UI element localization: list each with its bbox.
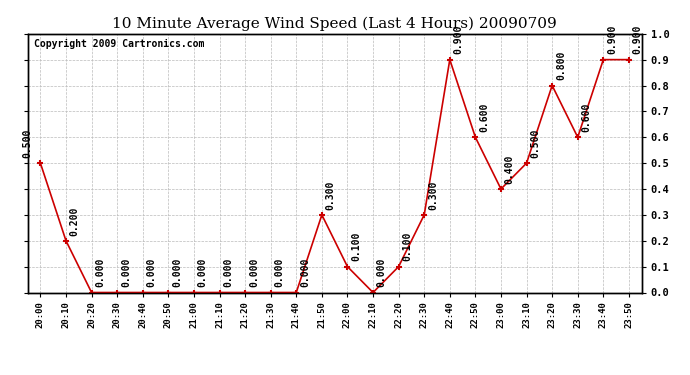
Text: 0.100: 0.100 <box>402 232 413 261</box>
Text: 0.600: 0.600 <box>582 103 591 132</box>
Text: 0.100: 0.100 <box>351 232 362 261</box>
Text: 0.900: 0.900 <box>633 25 643 54</box>
Text: 0.900: 0.900 <box>607 25 617 54</box>
Text: 0.500: 0.500 <box>531 129 540 158</box>
Title: 10 Minute Average Wind Speed (Last 4 Hours) 20090709: 10 Minute Average Wind Speed (Last 4 Hou… <box>112 17 557 31</box>
Text: 0.000: 0.000 <box>198 258 208 287</box>
Text: 0.200: 0.200 <box>70 206 80 236</box>
Text: 0.900: 0.900 <box>453 25 464 54</box>
Text: 0.000: 0.000 <box>249 258 259 287</box>
Text: 0.600: 0.600 <box>480 103 489 132</box>
Text: 0.500: 0.500 <box>23 129 32 158</box>
Text: 0.000: 0.000 <box>121 258 131 287</box>
Text: 0.800: 0.800 <box>556 51 566 80</box>
Text: 0.300: 0.300 <box>428 180 438 210</box>
Text: 0.000: 0.000 <box>172 258 182 287</box>
Text: 0.000: 0.000 <box>146 258 157 287</box>
Text: 0.000: 0.000 <box>95 258 106 287</box>
Text: 0.000: 0.000 <box>300 258 310 287</box>
Text: 0.000: 0.000 <box>377 258 387 287</box>
Text: 0.400: 0.400 <box>505 154 515 184</box>
Text: 0.000: 0.000 <box>275 258 284 287</box>
Text: Copyright 2009 Cartronics.com: Copyright 2009 Cartronics.com <box>34 39 204 49</box>
Text: 0.300: 0.300 <box>326 180 336 210</box>
Text: 0.000: 0.000 <box>224 258 233 287</box>
